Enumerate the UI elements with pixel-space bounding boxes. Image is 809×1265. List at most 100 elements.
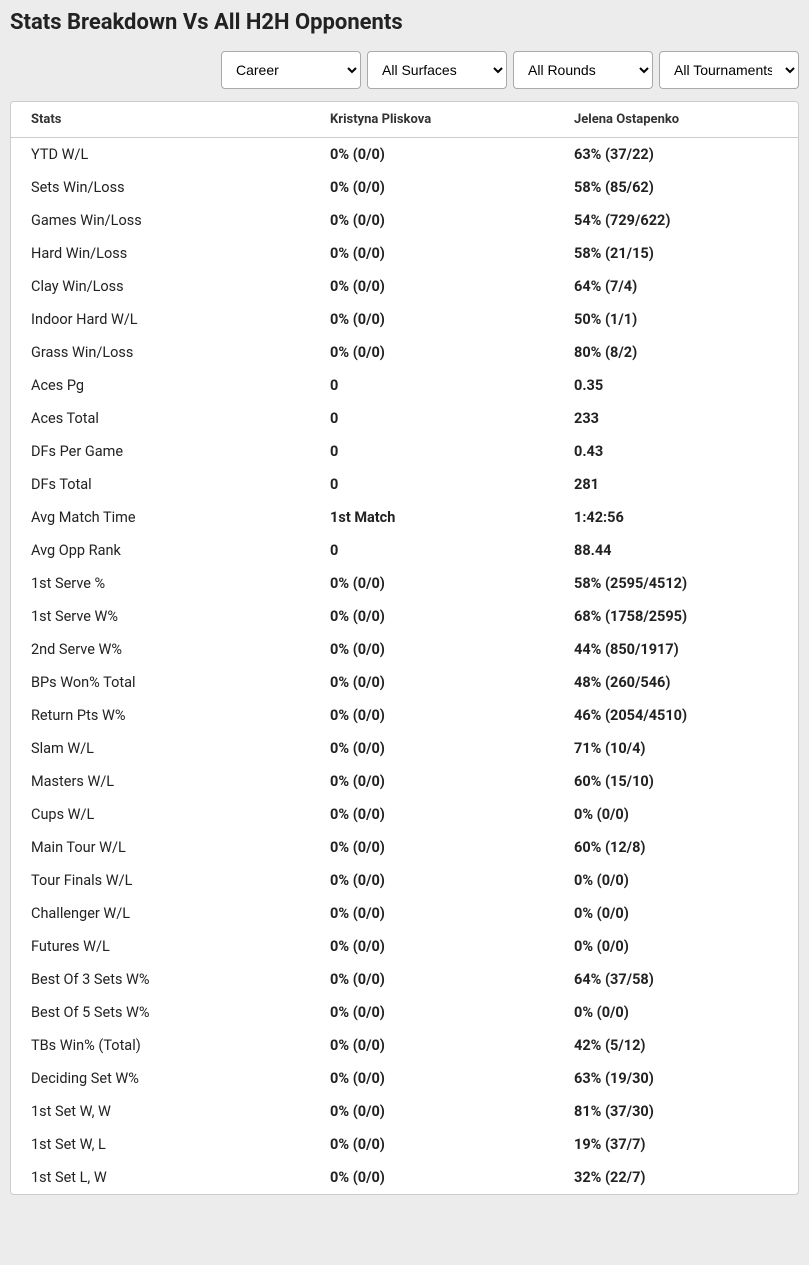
table-row: Grass Win/Loss0% (0/0)80% (8/2) bbox=[11, 336, 798, 369]
table-row: Clay Win/Loss0% (0/0)64% (7/4) bbox=[11, 270, 798, 303]
stat-value-player2: 60% (12/8) bbox=[554, 831, 798, 864]
stat-value-player1: 0% (0/0) bbox=[310, 996, 554, 1029]
stat-value-player1: 0% (0/0) bbox=[310, 270, 554, 303]
stats-table: Stats Kristyna Pliskova Jelena Ostapenko… bbox=[11, 102, 798, 1194]
table-row: Main Tour W/L0% (0/0)60% (12/8) bbox=[11, 831, 798, 864]
stat-value-player1: 0% (0/0) bbox=[310, 765, 554, 798]
table-row: 2nd Serve W%0% (0/0)44% (850/1917) bbox=[11, 633, 798, 666]
stat-value-player2: 281 bbox=[554, 468, 798, 501]
stat-value-player1: 0% (0/0) bbox=[310, 1029, 554, 1062]
filter-surfaces-select[interactable]: All Surfaces bbox=[367, 51, 507, 89]
stat-value-player1: 0 bbox=[310, 402, 554, 435]
stat-value-player1: 0% (0/0) bbox=[310, 930, 554, 963]
filter-career-select[interactable]: Career bbox=[221, 51, 361, 89]
filter-rounds-select[interactable]: All Rounds bbox=[513, 51, 653, 89]
stat-value-player2: 42% (5/12) bbox=[554, 1029, 798, 1062]
table-row: Deciding Set W%0% (0/0)63% (19/30) bbox=[11, 1062, 798, 1095]
stat-label: Return Pts W% bbox=[11, 699, 310, 732]
stat-value-player2: 81% (37/30) bbox=[554, 1095, 798, 1128]
table-row: Cups W/L0% (0/0)0% (0/0) bbox=[11, 798, 798, 831]
table-row: Indoor Hard W/L0% (0/0)50% (1/1) bbox=[11, 303, 798, 336]
table-header-row: Stats Kristyna Pliskova Jelena Ostapenko bbox=[11, 102, 798, 138]
stat-value-player2: 19% (37/7) bbox=[554, 1128, 798, 1161]
table-row: Aces Pg00.35 bbox=[11, 369, 798, 402]
stat-label: Best Of 3 Sets W% bbox=[11, 963, 310, 996]
stat-value-player2: 0% (0/0) bbox=[554, 930, 798, 963]
stat-value-player1: 0% (0/0) bbox=[310, 633, 554, 666]
stat-label: YTD W/L bbox=[11, 138, 310, 172]
stat-value-player2: 0% (0/0) bbox=[554, 798, 798, 831]
stat-value-player1: 0% (0/0) bbox=[310, 1062, 554, 1095]
table-row: DFs Total0281 bbox=[11, 468, 798, 501]
stat-value-player2: 48% (260/546) bbox=[554, 666, 798, 699]
stat-value-player1: 0% (0/0) bbox=[310, 1161, 554, 1194]
stat-value-player1: 0% (0/0) bbox=[310, 600, 554, 633]
stat-value-player1: 0% (0/0) bbox=[310, 963, 554, 996]
table-row: 1st Serve %0% (0/0)58% (2595/4512) bbox=[11, 567, 798, 600]
stat-label: Tour Finals W/L bbox=[11, 864, 310, 897]
header-player1: Kristyna Pliskova bbox=[310, 102, 554, 138]
stat-value-player1: 0% (0/0) bbox=[310, 336, 554, 369]
stat-value-player2: 60% (15/10) bbox=[554, 765, 798, 798]
stat-value-player1: 0 bbox=[310, 534, 554, 567]
stat-value-player1: 0% (0/0) bbox=[310, 864, 554, 897]
table-row: Avg Match Time1st Match1:42:56 bbox=[11, 501, 798, 534]
stat-value-player2: 58% (85/62) bbox=[554, 171, 798, 204]
stat-value-player2: 63% (19/30) bbox=[554, 1062, 798, 1095]
stat-value-player1: 0% (0/0) bbox=[310, 732, 554, 765]
table-row: 1st Set W, W0% (0/0)81% (37/30) bbox=[11, 1095, 798, 1128]
stat-value-player2: 58% (2595/4512) bbox=[554, 567, 798, 600]
stats-table-wrapper: Stats Kristyna Pliskova Jelena Ostapenko… bbox=[10, 101, 799, 1195]
stat-value-player2: 0.35 bbox=[554, 369, 798, 402]
filter-tournaments-select[interactable]: All Tournaments bbox=[659, 51, 799, 89]
stat-label: Aces Total bbox=[11, 402, 310, 435]
stat-value-player1: 0% (0/0) bbox=[310, 303, 554, 336]
stat-label: Best Of 5 Sets W% bbox=[11, 996, 310, 1029]
stat-label: Avg Match Time bbox=[11, 501, 310, 534]
stat-value-player1: 0% (0/0) bbox=[310, 138, 554, 172]
stat-value-player2: 1:42:56 bbox=[554, 501, 798, 534]
table-row: Aces Total0233 bbox=[11, 402, 798, 435]
table-row: Best Of 3 Sets W%0% (0/0)64% (37/58) bbox=[11, 963, 798, 996]
table-row: Slam W/L0% (0/0)71% (10/4) bbox=[11, 732, 798, 765]
table-row: Sets Win/Loss0% (0/0)58% (85/62) bbox=[11, 171, 798, 204]
stat-value-player2: 32% (22/7) bbox=[554, 1161, 798, 1194]
stat-value-player1: 0% (0/0) bbox=[310, 666, 554, 699]
stat-label: Main Tour W/L bbox=[11, 831, 310, 864]
stat-value-player1: 0% (0/0) bbox=[310, 831, 554, 864]
table-row: Futures W/L0% (0/0)0% (0/0) bbox=[11, 930, 798, 963]
stat-label: Slam W/L bbox=[11, 732, 310, 765]
stat-value-player2: 54% (729/622) bbox=[554, 204, 798, 237]
stat-value-player2: 68% (1758/2595) bbox=[554, 600, 798, 633]
stat-value-player2: 64% (37/58) bbox=[554, 963, 798, 996]
stat-value-player1: 0 bbox=[310, 468, 554, 501]
table-row: 1st Serve W%0% (0/0)68% (1758/2595) bbox=[11, 600, 798, 633]
stat-label: Challenger W/L bbox=[11, 897, 310, 930]
stat-value-player2: 0% (0/0) bbox=[554, 864, 798, 897]
stat-value-player2: 58% (21/15) bbox=[554, 237, 798, 270]
stat-value-player1: 0 bbox=[310, 435, 554, 468]
stat-value-player2: 64% (7/4) bbox=[554, 270, 798, 303]
stat-value-player2: 80% (8/2) bbox=[554, 336, 798, 369]
stat-value-player1: 0% (0/0) bbox=[310, 897, 554, 930]
table-row: Tour Finals W/L0% (0/0)0% (0/0) bbox=[11, 864, 798, 897]
stat-label: 2nd Serve W% bbox=[11, 633, 310, 666]
stat-label: Clay Win/Loss bbox=[11, 270, 310, 303]
table-row: YTD W/L0% (0/0)63% (37/22) bbox=[11, 138, 798, 172]
stat-label: DFs Per Game bbox=[11, 435, 310, 468]
stat-label: Cups W/L bbox=[11, 798, 310, 831]
table-row: DFs Per Game00.43 bbox=[11, 435, 798, 468]
stat-value-player2: 0.43 bbox=[554, 435, 798, 468]
stat-label: Indoor Hard W/L bbox=[11, 303, 310, 336]
stat-label: Games Win/Loss bbox=[11, 204, 310, 237]
stat-label: Sets Win/Loss bbox=[11, 171, 310, 204]
stat-value-player1: 0 bbox=[310, 369, 554, 402]
header-stats: Stats bbox=[11, 102, 310, 138]
stat-label: 1st Serve % bbox=[11, 567, 310, 600]
page-title: Stats Breakdown Vs All H2H Opponents bbox=[10, 10, 799, 35]
stat-value-player2: 71% (10/4) bbox=[554, 732, 798, 765]
stat-value-player1: 0% (0/0) bbox=[310, 1128, 554, 1161]
table-row: BPs Won% Total0% (0/0)48% (260/546) bbox=[11, 666, 798, 699]
table-row: Games Win/Loss0% (0/0)54% (729/622) bbox=[11, 204, 798, 237]
stat-label: Masters W/L bbox=[11, 765, 310, 798]
